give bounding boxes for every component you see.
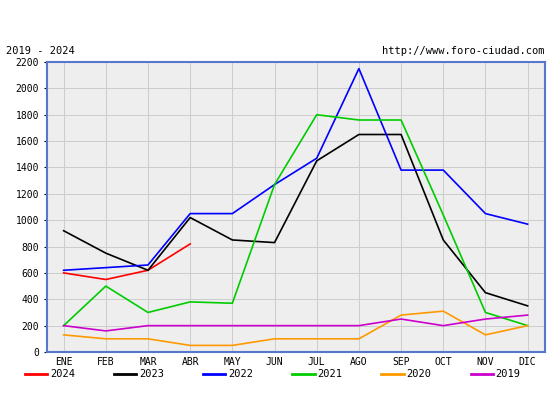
Text: 2024: 2024 (50, 369, 75, 379)
Text: 2023: 2023 (139, 369, 164, 379)
Text: 2020: 2020 (406, 369, 431, 379)
Text: 2021: 2021 (317, 369, 342, 379)
Text: 2022: 2022 (228, 369, 253, 379)
Text: 2019 - 2024: 2019 - 2024 (6, 46, 74, 56)
Text: 2019: 2019 (495, 369, 520, 379)
Text: Evolucion Nº Turistas Nacionales en el municipio de Fuentenebro: Evolucion Nº Turistas Nacionales en el m… (23, 16, 527, 28)
Text: http://www.foro-ciudad.com: http://www.foro-ciudad.com (382, 46, 544, 56)
